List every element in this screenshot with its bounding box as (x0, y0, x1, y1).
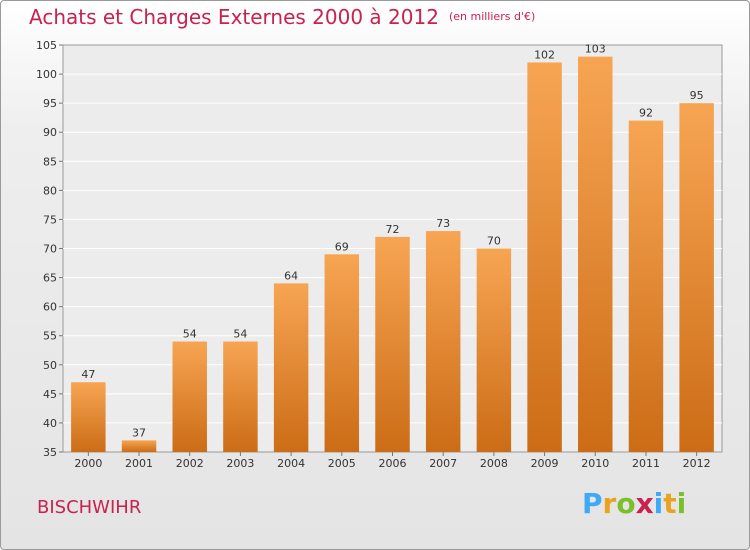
bar-2010 (578, 56, 613, 452)
bar-2012 (679, 103, 714, 453)
bar-2005 (324, 254, 360, 452)
bar-2003 (223, 341, 258, 452)
y-tick-label: 105 (36, 39, 57, 52)
chart-title-text: Achats et Charges Externes 2000 à 2012 (29, 5, 439, 29)
bar-2011 (628, 120, 664, 452)
bar-2002 (172, 341, 207, 452)
x-tick-label: 2006 (379, 457, 407, 470)
data-label-2007: 73 (436, 217, 450, 230)
data-label-2009: 102 (534, 48, 555, 61)
data-label-2000: 47 (81, 368, 95, 381)
y-tick-label: 95 (43, 97, 57, 110)
y-axis-ticks: 35 40 45 50 55 60 65 70 75 80 85 90 95 100 105 (36, 39, 63, 459)
x-tick-label: 2012 (683, 457, 711, 470)
y-tick-label: 80 (43, 184, 57, 197)
y-tick-label: 40 (43, 417, 57, 430)
x-tick-label: 2005 (328, 457, 356, 470)
y-tick-label: 35 (43, 446, 57, 459)
y-tick-label: 75 (43, 213, 57, 226)
bar-2006 (375, 236, 410, 452)
data-label-2006: 72 (386, 223, 400, 236)
y-tick-label: 50 (43, 359, 57, 372)
bar-2008 (476, 248, 512, 452)
x-axis-ticks: 2000 2001 2002 2003 2004 2005 2006 2007 2008 2009… (74, 452, 711, 470)
data-label-2008: 70 (487, 235, 501, 248)
logo-letter: P (582, 487, 603, 520)
bars: 47 37 54 54 64 69 72 73 70 102 103 92 95 (71, 43, 714, 453)
bar-2000 (71, 382, 106, 452)
bar-2007 (425, 231, 461, 452)
x-tick-label: 2009 (531, 457, 559, 470)
data-label-2011: 92 (639, 107, 653, 120)
data-label-2010: 103 (585, 43, 606, 56)
chart-subtitle: (en milliers d'€) (448, 10, 536, 23)
data-label-2002: 54 (183, 328, 197, 341)
x-tick-label: 2011 (632, 457, 660, 470)
y-tick-label: 55 (43, 330, 57, 343)
y-tick-label: 70 (43, 243, 57, 256)
x-tick-label: 2001 (125, 457, 153, 470)
city-name: BISCHWIHR (37, 497, 142, 518)
proxiti-logo: Proxiti (582, 487, 686, 520)
logo-letter: i (676, 487, 687, 520)
logo-letter: x (635, 487, 654, 520)
y-tick-label: 65 (43, 272, 57, 285)
x-tick-label: 2007 (429, 457, 457, 470)
data-label-2005: 69 (335, 240, 349, 253)
y-tick-label: 60 (43, 301, 57, 314)
data-label-2003: 54 (233, 328, 247, 341)
logo-letter: o (616, 487, 636, 520)
logo-letter: i (653, 487, 664, 520)
x-tick-label: 2002 (176, 457, 204, 470)
logo-letter: t (663, 487, 677, 520)
bar-2001 (121, 440, 157, 452)
y-tick-label: 100 (36, 68, 57, 81)
bar-2009 (527, 62, 562, 452)
chart-title: Achats et Charges Externes 2000 à 2012 (e… (29, 5, 535, 29)
x-tick-label: 2008 (480, 457, 508, 470)
data-label-2001: 37 (132, 426, 146, 439)
bar-2004 (273, 283, 309, 452)
x-tick-label: 2010 (581, 457, 609, 470)
logo-letter: r (602, 487, 617, 520)
data-label-2004: 64 (284, 269, 298, 282)
data-label-2012: 95 (690, 89, 704, 102)
y-tick-label: 90 (43, 126, 57, 139)
x-tick-label: 2003 (226, 457, 254, 470)
y-tick-label: 85 (43, 155, 57, 168)
x-tick-label: 2000 (74, 457, 102, 470)
x-tick-label: 2004 (277, 457, 305, 470)
y-tick-label: 45 (43, 388, 57, 401)
